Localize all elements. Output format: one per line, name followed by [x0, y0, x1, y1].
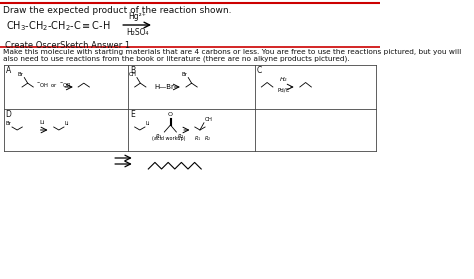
Text: $R_2$: $R_2$	[204, 134, 211, 143]
Text: also need to use reactions from the book or literature (there are no alkyne prod: also need to use reactions from the book…	[3, 55, 350, 61]
Text: $R_1$: $R_1$	[155, 132, 163, 141]
Text: H—Br: H—Br	[155, 84, 174, 90]
Text: Li: Li	[65, 121, 69, 126]
Text: Br: Br	[18, 71, 24, 76]
Text: Draw the expected product of the reaction shown.: Draw the expected product of the reactio…	[3, 6, 232, 15]
Text: Br: Br	[5, 121, 11, 126]
Text: (acid workup): (acid workup)	[152, 136, 185, 141]
Text: Pd/C: Pd/C	[278, 88, 290, 93]
Text: O: O	[168, 112, 173, 117]
Text: B: B	[130, 66, 135, 75]
Text: E: E	[130, 110, 135, 119]
Text: OH: OH	[128, 71, 136, 76]
Text: Li: Li	[146, 121, 150, 126]
Text: $H_2$: $H_2$	[279, 75, 288, 84]
Text: H₂SO₄: H₂SO₄	[126, 28, 148, 37]
Text: A: A	[6, 66, 11, 75]
Text: Br: Br	[182, 71, 187, 76]
Text: Hg²⁺: Hg²⁺	[128, 12, 146, 21]
Text: $^{-}$OH  or  $^{-}$OR: $^{-}$OH or $^{-}$OR	[36, 81, 72, 89]
Text: Li: Li	[39, 120, 44, 125]
Text: CH$_3$-CH$_2$-CH$_2$-C$\equiv$C-H: CH$_3$-CH$_2$-CH$_2$-C$\equiv$C-H	[7, 19, 111, 33]
Text: $R_2$: $R_2$	[177, 132, 185, 141]
Text: OH: OH	[205, 117, 213, 122]
Text: D: D	[6, 110, 11, 119]
Text: C: C	[256, 66, 262, 75]
Text: Make this molecule with starting materials that are 4 carbons or less. You are f: Make this molecule with starting materia…	[3, 49, 462, 55]
Text: Create OscerSketch Answer 1: Create OscerSketch Answer 1	[5, 41, 130, 50]
Text: $R_1$: $R_1$	[194, 134, 201, 143]
